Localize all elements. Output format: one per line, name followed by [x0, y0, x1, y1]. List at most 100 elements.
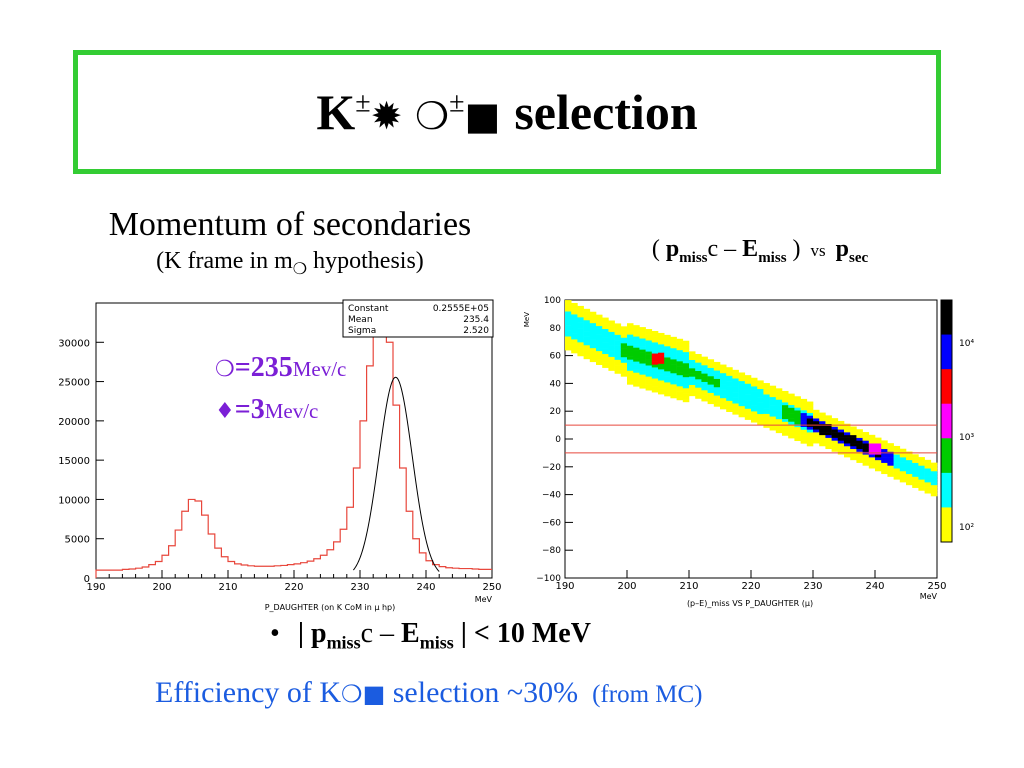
hist-ytick-label: 20000: [58, 417, 90, 428]
heatmap-cell: [763, 421, 770, 426]
heatmap-cell: [689, 351, 696, 355]
heatmap-cell: [627, 328, 634, 332]
heatmap-cell: [751, 380, 758, 384]
heatmap-cell: [800, 404, 808, 408]
heatmap-cell: [682, 393, 690, 397]
heatmap-cell: [608, 345, 615, 349]
heatmap-cell: [676, 369, 684, 373]
heatmap-cell: [837, 429, 845, 433]
heatmap-cell: [751, 408, 758, 412]
heatmap-cell: [627, 323, 634, 327]
heatmap-cell: [757, 402, 764, 406]
annotation-mean-value: =235: [234, 352, 293, 383]
heatmap-cell: [732, 394, 739, 398]
eff-glyph2: ■: [362, 680, 386, 708]
heatmap-cell: [682, 354, 690, 358]
heatmap-cell: [670, 392, 677, 396]
heatmap-cell: [819, 429, 826, 433]
heatmap-cell: [720, 389, 727, 393]
heatmap-cell: [930, 490, 938, 494]
heatmap-cell: [707, 400, 715, 405]
heatmap-cell: [658, 377, 665, 381]
heatmap-cell: [614, 348, 622, 352]
heatmap-cell: [614, 370, 622, 374]
heatmap-cell: [806, 432, 814, 436]
heatmap-cell: [899, 470, 907, 475]
heatmap-cell: [571, 314, 578, 318]
heatmap-cell: [627, 339, 634, 343]
heatmap-cell: [651, 369, 659, 373]
heatmap-colorbar: 10⁴ 10³ 10²: [940, 299, 974, 543]
heatmap-cell: [763, 419, 770, 423]
heatmap-cell: [689, 362, 696, 366]
hist-ytick-label: 10000: [58, 495, 90, 506]
annotation-sigma: ♦=3Mev/c: [215, 394, 318, 426]
gaussian-fit-curve: [353, 376, 440, 572]
heatmap-cell: [670, 384, 677, 388]
heatmap-cell: [639, 366, 646, 370]
heatmap-cell: [912, 484, 919, 488]
heat-ytick-label: −20: [542, 463, 561, 473]
heatmap-cell: [651, 339, 659, 343]
heatmap-cell: [676, 397, 684, 401]
heatmap-cell: [670, 395, 677, 399]
heatmap-cell: [800, 421, 808, 425]
heatmap-cell: [775, 407, 783, 411]
heatmap-cell: [800, 401, 808, 405]
heatmap-cell: [608, 339, 615, 344]
heatmap-cell: [720, 403, 727, 407]
heatmap-cell: [658, 352, 665, 356]
heatmap-cell: [720, 384, 727, 388]
heatmap-cell: [633, 377, 640, 382]
heatmap-cell: [689, 365, 696, 369]
heatmap-cell: [825, 420, 832, 425]
heatmap-cell: [651, 344, 659, 348]
rh-p: p: [665, 236, 680, 262]
heatmap-cell: [775, 396, 783, 400]
heatmap-cell: [571, 322, 578, 326]
heatmap-cell: [930, 487, 938, 491]
heatmap-cell: [881, 462, 888, 466]
heatmap-cell: [918, 457, 925, 461]
heatmap-cell: [794, 421, 801, 425]
heatmap-cell: [695, 373, 702, 377]
heatmap-cell: [658, 346, 665, 350]
heatmap-cell: [775, 427, 783, 431]
heatmap-cell: [695, 384, 702, 388]
heatmap-cell: [676, 355, 684, 359]
heatmap-cell: [738, 391, 746, 396]
heatmap-cell: [682, 365, 690, 369]
heatmap-cell: [565, 308, 572, 312]
heatmap-cell: [713, 375, 721, 379]
left-heading-glyph: ❍: [292, 258, 308, 278]
heatmap-cell: [775, 402, 783, 406]
colorbar-segment: [941, 507, 952, 543]
heatmap-cell: [732, 408, 739, 412]
heat-xtick-label: 200: [617, 581, 636, 592]
heatmap-cell: [899, 459, 907, 463]
heatmap-cell: [577, 308, 584, 312]
heatmap-cell: [763, 385, 770, 389]
heat-ylabel: MeV: [523, 312, 531, 327]
heatmap-cell: [695, 379, 702, 383]
heatmap-cell: [627, 378, 634, 382]
heatmap-cell: [658, 391, 665, 395]
heatmap-cell: [565, 336, 572, 340]
stats-label: Mean: [348, 315, 373, 325]
heatmap-cell: [850, 445, 857, 450]
heatmap-cell: [930, 479, 938, 483]
heatmap-cell: [713, 384, 721, 388]
heat-ytick-label: 100: [544, 296, 561, 306]
rh-e: E: [742, 236, 759, 262]
heatmap-cell: [819, 437, 826, 441]
heatmap-cell: [744, 389, 752, 393]
hist-xtick-label: 210: [218, 582, 237, 593]
heatmap-cell: [577, 347, 584, 351]
heatmap-cell: [813, 420, 820, 425]
heatmap-cell: [763, 405, 770, 409]
heatmap-cell: [695, 390, 702, 394]
heatmap-cell: [614, 334, 622, 338]
rh-open: (: [651, 236, 666, 262]
heatmap-cell: [596, 339, 603, 343]
heatmap-cell: [893, 470, 901, 475]
